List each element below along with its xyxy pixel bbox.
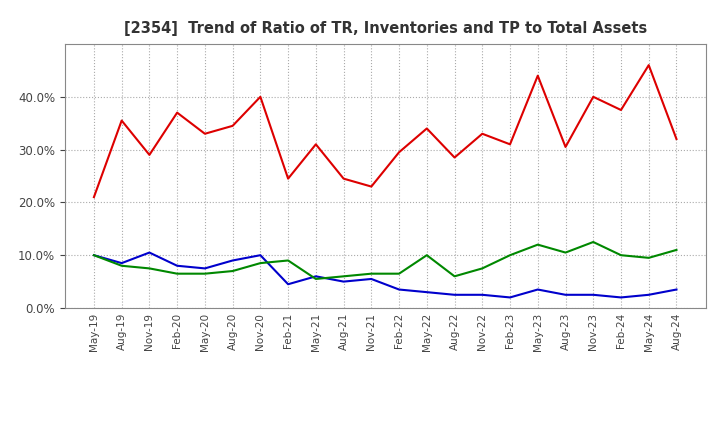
Line: Inventories: Inventories: [94, 253, 677, 297]
Inventories: [423, 290, 431, 295]
Trade Payables: [478, 266, 487, 271]
Trade Receivables: [339, 176, 348, 181]
Trade Payables: [173, 271, 181, 276]
Trade Receivables: [256, 94, 265, 99]
Inventories: [201, 266, 210, 271]
Title: [2354]  Trend of Ratio of TR, Inventories and TP to Total Assets: [2354] Trend of Ratio of TR, Inventories…: [124, 21, 647, 36]
Trade Payables: [534, 242, 542, 247]
Trade Payables: [561, 250, 570, 255]
Inventories: [256, 253, 265, 258]
Trade Receivables: [589, 94, 598, 99]
Trade Payables: [589, 239, 598, 245]
Trade Receivables: [534, 73, 542, 78]
Trade Receivables: [173, 110, 181, 115]
Inventories: [589, 292, 598, 297]
Inventories: [505, 295, 514, 300]
Inventories: [367, 276, 376, 282]
Trade Payables: [644, 255, 653, 260]
Inventories: [89, 253, 98, 258]
Line: Trade Receivables: Trade Receivables: [94, 65, 677, 197]
Trade Receivables: [450, 155, 459, 160]
Inventories: [450, 292, 459, 297]
Trade Payables: [201, 271, 210, 276]
Trade Payables: [450, 274, 459, 279]
Trade Receivables: [367, 184, 376, 189]
Trade Payables: [312, 276, 320, 282]
Trade Receivables: [505, 142, 514, 147]
Trade Payables: [672, 247, 681, 253]
Trade Payables: [284, 258, 292, 263]
Trade Receivables: [561, 144, 570, 150]
Trade Receivables: [616, 107, 625, 113]
Inventories: [534, 287, 542, 292]
Line: Trade Payables: Trade Payables: [94, 242, 677, 279]
Inventories: [117, 260, 126, 266]
Inventories: [228, 258, 237, 263]
Inventories: [561, 292, 570, 297]
Trade Receivables: [478, 131, 487, 136]
Trade Payables: [367, 271, 376, 276]
Trade Receivables: [117, 118, 126, 123]
Inventories: [478, 292, 487, 297]
Trade Receivables: [644, 62, 653, 68]
Trade Payables: [89, 253, 98, 258]
Trade Payables: [395, 271, 403, 276]
Inventories: [312, 274, 320, 279]
Inventories: [395, 287, 403, 292]
Trade Payables: [256, 260, 265, 266]
Inventories: [672, 287, 681, 292]
Inventories: [173, 263, 181, 268]
Trade Receivables: [423, 126, 431, 131]
Trade Receivables: [228, 123, 237, 128]
Trade Receivables: [201, 131, 210, 136]
Trade Receivables: [284, 176, 292, 181]
Trade Payables: [228, 268, 237, 274]
Trade Payables: [423, 253, 431, 258]
Trade Payables: [616, 253, 625, 258]
Inventories: [616, 295, 625, 300]
Trade Receivables: [89, 194, 98, 200]
Inventories: [145, 250, 154, 255]
Inventories: [339, 279, 348, 284]
Trade Receivables: [312, 142, 320, 147]
Trade Payables: [339, 274, 348, 279]
Trade Payables: [505, 253, 514, 258]
Inventories: [644, 292, 653, 297]
Inventories: [284, 282, 292, 287]
Trade Receivables: [395, 150, 403, 155]
Trade Payables: [117, 263, 126, 268]
Trade Payables: [145, 266, 154, 271]
Trade Receivables: [672, 136, 681, 142]
Trade Receivables: [145, 152, 154, 158]
